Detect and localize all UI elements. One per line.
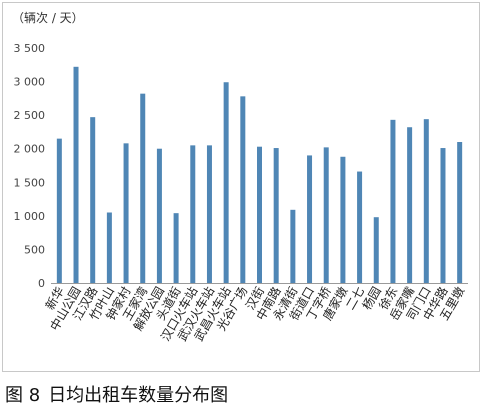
bar-永清街 bbox=[290, 209, 296, 283]
bar-岳家嘴 bbox=[407, 127, 413, 283]
y-tick-label: 500 bbox=[24, 243, 45, 256]
bar-丁字桥 bbox=[323, 147, 329, 283]
figure-number: 图 8 bbox=[5, 385, 41, 406]
bar-解放公园 bbox=[156, 148, 162, 283]
bar-王家湾 bbox=[140, 93, 146, 283]
y-tick-label: 2 000 bbox=[14, 143, 46, 156]
bar-江汉路 bbox=[90, 117, 96, 283]
y-tick-label: 1 500 bbox=[14, 176, 46, 189]
bar-杨园 bbox=[373, 217, 379, 283]
bar-中南路 bbox=[273, 148, 279, 283]
bar-汉街 bbox=[257, 146, 262, 283]
bar-徐东 bbox=[390, 119, 396, 283]
y-tick-label: 3 500 bbox=[14, 42, 46, 55]
figure-title: 日均出租车数量分布图 bbox=[48, 385, 229, 406]
y-tick-label: 3 000 bbox=[14, 76, 46, 89]
bar-中山公园 bbox=[73, 66, 79, 283]
y-tick-label: 2 500 bbox=[14, 109, 46, 122]
bar-光谷广场 bbox=[240, 96, 246, 283]
y-tick-label: 1 000 bbox=[14, 210, 46, 223]
bar-竹叶山 bbox=[106, 212, 112, 283]
bar-武昌火车站 bbox=[223, 82, 229, 284]
bar-钟家村 bbox=[123, 143, 129, 283]
bar-街道口 bbox=[307, 155, 313, 283]
bar-汉口火车站 bbox=[190, 145, 196, 283]
bar-二七 bbox=[357, 171, 363, 283]
bar-武汉火车站 bbox=[206, 145, 212, 283]
chart-frame: （辆次 / 天） 0 500 1 000 1 500 2 000 2 500 3 000 3 … bbox=[2, 2, 480, 372]
y-tick-label: 0 bbox=[38, 277, 45, 290]
figure-caption: 图 8 日均出租车数量分布图 bbox=[5, 381, 228, 407]
bar-头道街 bbox=[173, 213, 179, 283]
y-axis-unit: （辆次 / 天） bbox=[12, 11, 84, 25]
bar-新华 bbox=[56, 138, 62, 283]
bar-中华路 bbox=[440, 148, 446, 283]
bar-唐家墩 bbox=[340, 156, 346, 283]
bar-司门口 bbox=[423, 119, 429, 283]
bar-五里墩 bbox=[457, 142, 463, 283]
